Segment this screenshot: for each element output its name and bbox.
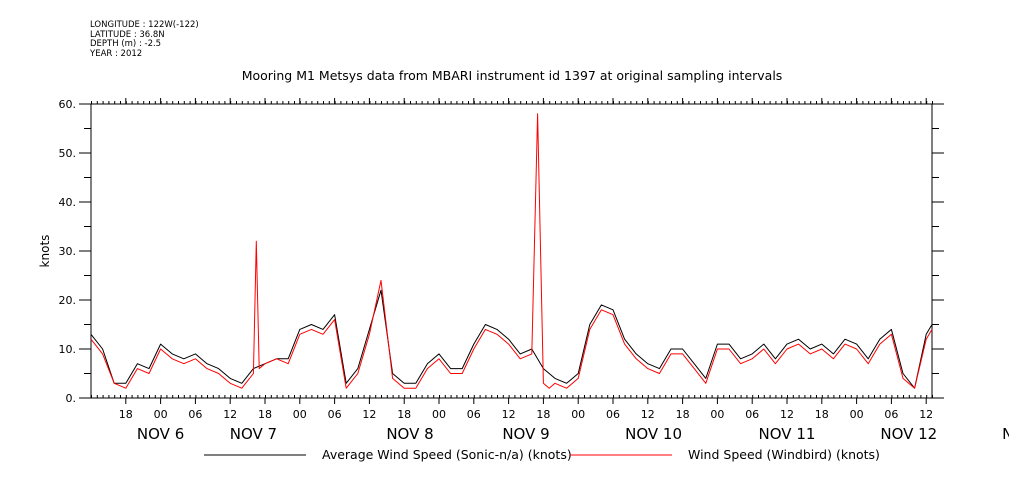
x-tick-label: 00 — [154, 408, 168, 421]
y-tick-label: 40. — [59, 196, 77, 209]
x-day-label: NOV 8 — [386, 425, 433, 443]
x-tick-label: 12 — [641, 408, 655, 421]
x-day-label: NOV 9 — [502, 425, 549, 443]
x-tick-label: 06 — [606, 408, 620, 421]
location-metadata: LONGITUDE : 122W(-122) LATITUDE : 36.8N DE… — [90, 20, 199, 59]
x-tick-label: 06 — [745, 408, 759, 421]
legend: Average Wind Speed (Sonic-n/a) (knots) Wi… — [204, 447, 880, 462]
x-tick-label: 18 — [536, 408, 550, 421]
x-day-label: NOV 7 — [230, 425, 277, 443]
x-tick-label: 18 — [815, 408, 829, 421]
y-tick-label: 30. — [59, 245, 77, 258]
x-tick-label: 12 — [919, 408, 933, 421]
chart-title: Mooring M1 Metsys data from MBARI instru… — [242, 68, 783, 83]
x-day-label: NOV 6 — [137, 425, 184, 443]
depth-label: DEPTH (m) : -2.5 — [90, 39, 162, 49]
legend-label-sonic: Average Wind Speed (Sonic-n/a) (knots) — [322, 447, 572, 462]
x-tick-label: 06 — [328, 408, 342, 421]
y-tick-label: 50. — [59, 147, 77, 160]
x-tick-label: 06 — [188, 408, 202, 421]
x-day-label: NOV 12 — [880, 425, 937, 443]
y-tick-label: 20. — [59, 294, 77, 307]
x-tick-label: 00 — [432, 408, 446, 421]
series-line-sonic — [90, 289, 933, 389]
x-tick-label: 18 — [258, 408, 272, 421]
plot-frame — [90, 103, 933, 399]
x-tick-label: 00 — [850, 408, 864, 421]
x-tick-label: 18 — [119, 408, 133, 421]
x-day-label: NOV 13 — [1002, 425, 1009, 443]
series-line-windbird — [90, 113, 933, 389]
x-day-label: NOV 10 — [625, 425, 682, 443]
x-tick-label: 12 — [362, 408, 376, 421]
x-day-label: NOV 11 — [759, 425, 816, 443]
axes-layer: 18 00 06 12 18 00 06 12 18 00 06 12 18 00 06 12 18 00 06 12… — [59, 98, 1009, 443]
x-tick-label: 18 — [676, 408, 690, 421]
series-layer — [90, 113, 933, 389]
x-tick-label: 12 — [223, 408, 237, 421]
y-tick-label: 0. — [66, 392, 77, 405]
x-tick-label: 00 — [293, 408, 307, 421]
legend-label-windbird: Wind Speed (Windbird) (knots) — [688, 447, 880, 462]
x-tick-label: 06 — [884, 408, 898, 421]
x-tick-label: 12 — [780, 408, 794, 421]
y-axis-label: knots — [38, 235, 52, 268]
year-label: YEAR : 2012 — [90, 48, 143, 59]
x-tick-label: 00 — [710, 408, 724, 421]
y-tick-label: 10. — [59, 343, 77, 356]
x-tick-label: 18 — [397, 408, 411, 421]
y-tick-label: 60. — [59, 98, 77, 111]
latitude-label: LATITUDE : 36.8N — [90, 29, 165, 40]
x-tick-label: 12 — [502, 408, 516, 421]
x-tick-label: 06 — [467, 408, 481, 421]
longitude-label: LONGITUDE : 122W(-122) — [90, 20, 199, 30]
x-tick-label: 00 — [571, 408, 585, 421]
